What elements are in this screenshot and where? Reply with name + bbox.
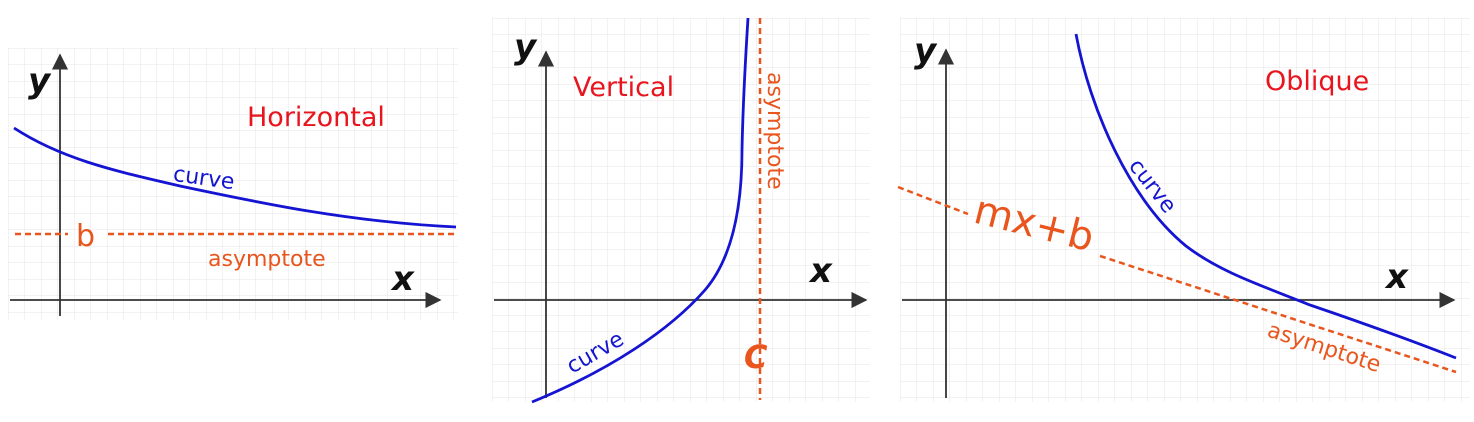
x-axis-label: x [1384,257,1409,297]
x-axis-label: x [390,259,415,299]
curve [531,17,750,404]
asymptote-value-label: C [744,338,768,376]
oblique-asymptote-diagram: y x Oblique curve mx+b asymptote [897,18,1470,402]
asymptote-label: asymptote [762,72,787,190]
panel-title: Horizontal [247,102,385,133]
grid-background [492,18,870,402]
panel-title: Vertical [573,72,674,103]
horizontal-asymptote-diagram: y x Horizontal curve b asymptote [8,48,458,320]
panel-title: Oblique [1265,66,1369,97]
curve [13,126,457,229]
vertical-asymptote-diagram: y x Vertical asymptote C curve [492,17,870,404]
asymptote-line-left [897,185,969,216]
grid-background [900,18,1470,402]
y-axis-label: y [28,61,52,101]
grid-background [8,48,458,320]
asymptote-label: asymptote [208,247,326,272]
y-axis-label: y [914,31,938,71]
x-axis-label: x [808,251,833,291]
asymptote-value-label: b [76,219,95,254]
y-axis-label: y [514,27,538,67]
curve [1074,33,1457,360]
asymptote-line-right [1099,254,1457,374]
